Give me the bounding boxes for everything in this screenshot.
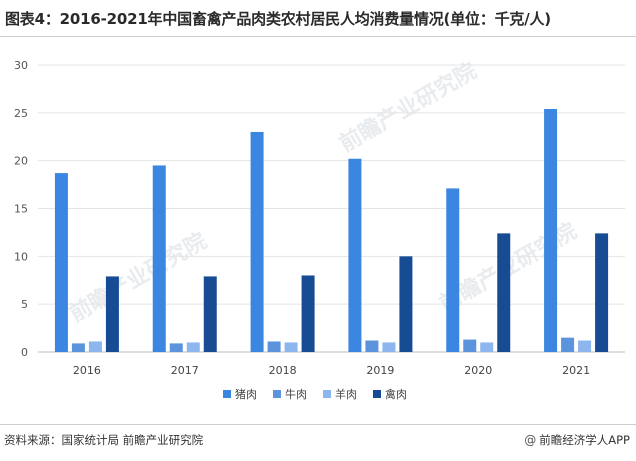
x-tick-label: 2018: [269, 364, 297, 377]
bar: [399, 256, 413, 352]
x-tick-label: 2019: [366, 364, 394, 377]
bar: [301, 275, 315, 352]
bar: [203, 276, 217, 352]
y-tick-label: 30: [14, 59, 28, 72]
x-tick-label: 2021: [562, 364, 590, 377]
legend-swatch: [373, 390, 381, 398]
y-tick-label: 0: [21, 346, 28, 359]
bar: [578, 340, 592, 352]
y-tick-label: 10: [14, 250, 28, 263]
bar: [152, 165, 166, 352]
y-tick-label: 25: [14, 107, 28, 120]
source-note: 资料来源：国家统计局 前瞻产业研究院: [4, 433, 204, 447]
bar: [544, 109, 558, 352]
legend-label: 羊肉: [335, 387, 357, 401]
legend-swatch: [273, 390, 281, 398]
at-icon: @: [524, 433, 537, 447]
page-title: 图表4：2016-2021年中国畜禽产品肉类农村居民人均消费量情况(单位：千克/…: [5, 10, 551, 28]
legend-label: 牛肉: [285, 387, 307, 401]
legend-label: 猪肉: [235, 388, 257, 401]
title-divider: [0, 36, 636, 37]
legend-swatch: [323, 390, 331, 398]
bar: [595, 233, 609, 352]
y-tick-label: 20: [14, 155, 28, 168]
x-tick-label: 2016: [73, 364, 101, 377]
bar-chart: 0 5 10 15 20 25 30 2016 2017 2018 2019 2020 2021 猪肉 牛肉…: [14, 59, 625, 401]
legend-label: 禽肉: [385, 387, 407, 401]
bar: [186, 342, 200, 352]
bar: [54, 173, 68, 352]
legend-swatch: [223, 390, 231, 398]
bar: [497, 233, 511, 352]
bar: [71, 343, 85, 352]
bar: [250, 131, 264, 352]
bar: [382, 342, 396, 352]
brand-credit: @ 前瞻经济学人APP: [524, 432, 630, 448]
x-tick-label: 2020: [464, 364, 492, 377]
x-tick-label: 2017: [171, 364, 199, 377]
brand-name: 前瞻经济学人APP: [539, 433, 630, 447]
footer-divider: [0, 424, 636, 425]
bar: [463, 339, 477, 352]
y-tick-label: 5: [21, 298, 28, 311]
bar: [169, 343, 183, 352]
bar: [480, 342, 494, 352]
bar: [267, 341, 281, 352]
bar: [561, 337, 575, 352]
bar: [284, 342, 298, 352]
y-tick-label: 15: [14, 203, 28, 216]
bar: [348, 158, 362, 352]
bar: [365, 340, 379, 352]
bar: [88, 341, 102, 352]
bar: [105, 276, 119, 352]
bar: [446, 188, 460, 352]
